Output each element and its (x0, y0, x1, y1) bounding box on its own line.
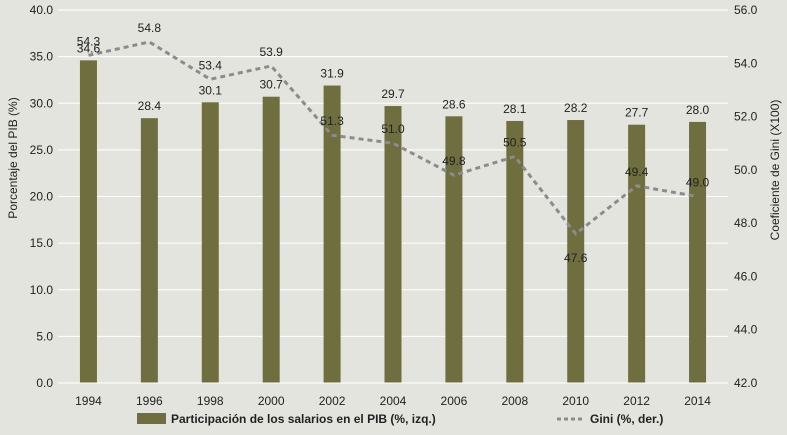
x-tick-label: 2000 (258, 394, 285, 408)
y-right-tick-label: 56.0 (734, 3, 758, 17)
bar (628, 124, 646, 383)
legend: Participación de los salarios en el PIB … (137, 412, 663, 426)
x-tick-label: 2006 (441, 394, 468, 408)
x-tick-label: 1996 (136, 394, 163, 408)
gini-value-label: 51.3 (320, 114, 344, 128)
gini-value-label: 47.6 (564, 251, 588, 265)
bar (567, 120, 585, 383)
bar-value-label: 28.0 (686, 103, 710, 117)
y-left-tick-label: 40.0 (30, 3, 54, 17)
y-axis-left-title: Porcentaje del PIB (%) (6, 97, 20, 218)
gini-value-label: 50.5 (503, 136, 527, 150)
gini-value-label: 51.0 (381, 122, 405, 136)
bar-value-label: 28.1 (503, 102, 527, 116)
bar-value-label: 28.2 (564, 101, 588, 115)
y-left-tick-label: 25.0 (30, 143, 54, 157)
y-left-tick-label: 5.0 (36, 329, 53, 343)
y-right-tick-label: 54.0 (734, 56, 758, 70)
bar (140, 118, 158, 384)
bar (323, 85, 341, 383)
gini-value-label: 54.3 (77, 34, 101, 48)
x-tick-label: 2002 (319, 394, 346, 408)
bar-value-label: 28.4 (138, 99, 162, 113)
bar (445, 116, 463, 384)
bar (384, 106, 402, 384)
x-tick-label: 2010 (562, 394, 589, 408)
bar-series (79, 60, 707, 384)
axes: 0.0 5.0 10.0 15.0 20.0 25.0 30.0 35.0 40.0 42.0 44… (30, 3, 758, 408)
x-tick-label: 2004 (380, 394, 407, 408)
y-left-tick-label: 0.0 (36, 376, 53, 390)
legend-label-bar: Participación de los salarios en el PIB … (171, 412, 436, 426)
y-left-tick-label: 20.0 (30, 190, 54, 204)
gini-value-label: 53.4 (199, 58, 223, 72)
bar-value-label: 31.9 (320, 67, 344, 81)
gini-value-label: 49.8 (442, 154, 466, 168)
y-right-tick-label: 42.0 (734, 376, 758, 390)
bar (689, 121, 707, 384)
bar-value-label: 29.7 (381, 87, 405, 101)
x-tick-label: 2014 (684, 394, 711, 408)
y-left-tick-label: 35.0 (30, 50, 54, 64)
bar-value-label: 34.6 (77, 41, 101, 55)
gini-value-label: 49.0 (686, 176, 710, 190)
bar-value-label: 30.1 (199, 83, 223, 97)
gini-value-label: 49.4 (625, 165, 649, 179)
x-tick-label: 1998 (197, 394, 224, 408)
y-right-tick-label: 50.0 (734, 163, 758, 177)
gini-value-label: 54.8 (138, 21, 162, 35)
bar (262, 96, 280, 383)
gini-line (88, 40, 698, 236)
legend-swatch-bar (137, 413, 166, 424)
bar (201, 102, 219, 383)
bar (506, 120, 524, 383)
y-right-tick-label: 48.0 (734, 216, 758, 230)
bar-value-label: 30.7 (260, 78, 284, 92)
y-right-tick-label: 44.0 (734, 323, 758, 337)
y-left-tick-label: 15.0 (30, 236, 54, 250)
bar-value-label: 27.7 (625, 106, 649, 120)
y-left-tick-label: 10.0 (30, 283, 54, 297)
y-right-tick-label: 52.0 (734, 110, 758, 124)
y-axis-right-title: Coeficiente de Gini (X100) (768, 100, 782, 241)
x-tick-label: 2008 (501, 394, 528, 408)
bar-value-label: 28.6 (442, 97, 466, 111)
x-tick-label: 2012 (623, 394, 650, 408)
x-tick-label: 1994 (75, 394, 102, 408)
data-labels: 34.6 28.4 30.1 30.7 31.9 29.7 28.6 28.1 28.2 27.7… (77, 21, 710, 265)
y-right-tick-label: 46.0 (734, 269, 758, 283)
gini-value-label: 53.9 (260, 45, 284, 59)
y-left-tick-label: 30.0 (30, 96, 54, 110)
line-series (88, 40, 698, 236)
legend-label-line: Gini (%, der.) (590, 412, 663, 426)
bar (79, 60, 97, 383)
